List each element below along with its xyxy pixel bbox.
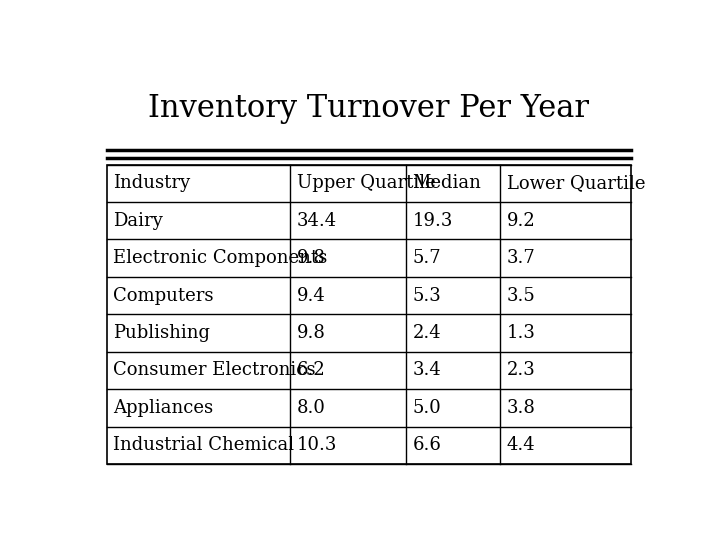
Text: Industry: Industry	[114, 174, 191, 192]
Text: Median: Median	[413, 174, 481, 192]
Text: 1.3: 1.3	[507, 324, 536, 342]
Text: Electronic Components: Electronic Components	[114, 249, 328, 267]
Text: 9.8: 9.8	[297, 249, 326, 267]
Text: 5.7: 5.7	[413, 249, 441, 267]
Text: Lower Quartile: Lower Quartile	[507, 174, 645, 192]
Text: 8.0: 8.0	[297, 399, 326, 417]
Text: 6.6: 6.6	[413, 436, 441, 454]
Text: 3.8: 3.8	[507, 399, 536, 417]
Text: Appliances: Appliances	[114, 399, 214, 417]
Text: 6.2: 6.2	[297, 361, 325, 380]
Text: Inventory Turnover Per Year: Inventory Turnover Per Year	[148, 93, 590, 124]
Text: 19.3: 19.3	[413, 212, 453, 230]
Text: 3.5: 3.5	[507, 287, 536, 305]
Text: 34.4: 34.4	[297, 212, 337, 230]
Text: 5.0: 5.0	[413, 399, 441, 417]
Text: 3.4: 3.4	[413, 361, 441, 380]
Text: Industrial Chemical: Industrial Chemical	[114, 436, 294, 454]
Text: 10.3: 10.3	[297, 436, 338, 454]
Text: Publishing: Publishing	[114, 324, 210, 342]
Text: 2.3: 2.3	[507, 361, 536, 380]
Text: 9.2: 9.2	[507, 212, 536, 230]
Text: Upper Quartile: Upper Quartile	[297, 174, 436, 192]
Bar	[107, 165, 631, 464]
Text: 4.4: 4.4	[507, 436, 536, 454]
Text: Dairy: Dairy	[114, 212, 163, 230]
Text: 9.4: 9.4	[297, 287, 325, 305]
Text: Computers: Computers	[114, 287, 214, 305]
Text: 2.4: 2.4	[413, 324, 441, 342]
Text: 5.3: 5.3	[413, 287, 441, 305]
Text: 9.8: 9.8	[297, 324, 326, 342]
Text: 3.7: 3.7	[507, 249, 536, 267]
Text: Consumer Electronics: Consumer Electronics	[114, 361, 316, 380]
